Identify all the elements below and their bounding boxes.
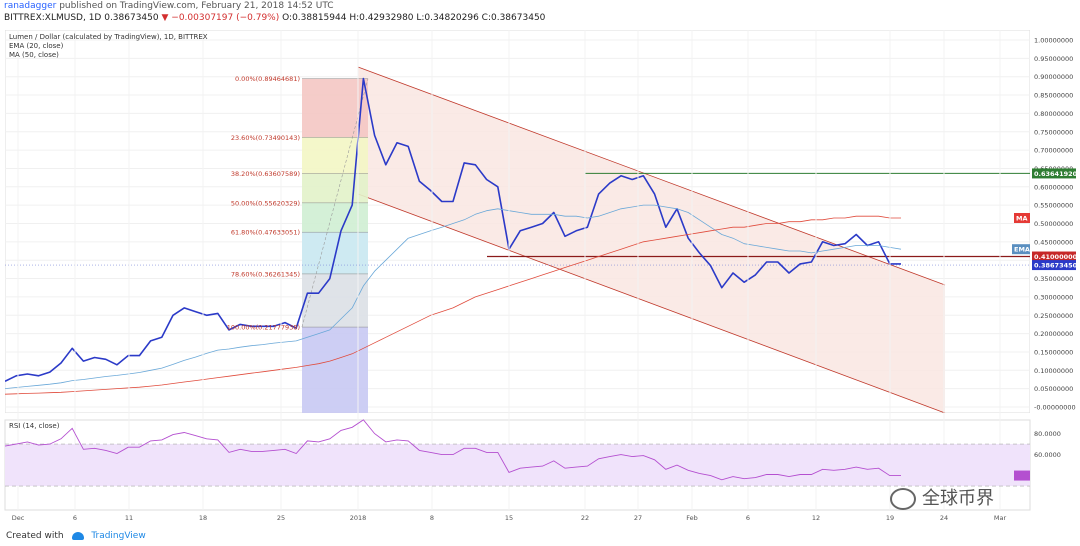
publish-info: published on TradingView.com, February 2… xyxy=(59,1,334,11)
fib-zone xyxy=(302,78,368,138)
author-link[interactable]: ranadagger xyxy=(4,1,57,11)
fib-zone xyxy=(302,273,368,328)
ohlc-line: BITTREX:XLMUSD, 1D 0.38673450 ▼ −0.00307… xyxy=(4,12,1080,24)
support-tag: 0.41000000 xyxy=(1034,253,1078,261)
watermark-text: 全球币界 xyxy=(922,488,994,509)
ema-line xyxy=(5,204,902,389)
channel-lower-line xyxy=(357,193,946,413)
x-tick-label: 6 xyxy=(746,514,750,522)
y-tick-label: 0.15000000 xyxy=(1034,348,1073,356)
y-tick-label: 0.10000000 xyxy=(1034,367,1073,375)
fib-trend-line xyxy=(301,78,369,328)
y-tick-label: 0.50000000 xyxy=(1034,220,1073,228)
y-tick-label: 0.55000000 xyxy=(1034,202,1073,210)
fib-level-label: 50.00%(0.55620329) xyxy=(231,199,300,207)
last-price-tag-bg xyxy=(1032,260,1076,271)
x-tick-label: Feb xyxy=(686,514,698,522)
x-tick-label: Dec xyxy=(12,514,25,522)
x-tick-label: Mar xyxy=(994,514,1007,522)
x-tick-label: 24 xyxy=(940,514,948,522)
x-tick-label: 6 xyxy=(73,514,77,522)
created-with-text: Created with xyxy=(6,531,64,541)
resistance-tag-bg xyxy=(1032,168,1076,179)
ema-tag-bg xyxy=(1012,244,1030,255)
header: ranadagger published on TradingView.com,… xyxy=(0,0,1080,26)
support-tag-bg xyxy=(1032,251,1076,262)
tradingview-link[interactable]: TradingView xyxy=(91,531,146,541)
y-tick-label: 0.80000000 xyxy=(1034,110,1073,118)
rsi-line xyxy=(4,419,901,481)
legend-rsi: RSI (14, close) xyxy=(9,422,60,430)
y-tick-label: 0.90000000 xyxy=(1034,73,1073,81)
fib-level-label: 78.60%(0.36261345) xyxy=(231,270,300,278)
y-tick-label: 0.75000000 xyxy=(1034,128,1073,136)
x-tick-label: 19 xyxy=(886,514,894,522)
x-tick-label: 22 xyxy=(581,514,589,522)
ma-tag: MA xyxy=(1016,214,1028,222)
x-tick-label: 15 xyxy=(505,514,513,522)
ma-tag-bg xyxy=(1014,212,1030,223)
y-tick-label: 0.20000000 xyxy=(1034,330,1073,338)
wechat-icon xyxy=(890,488,916,510)
watermark: 全球币界 xyxy=(890,484,994,510)
y-tick-label: 0.05000000 xyxy=(1034,385,1073,393)
channel-upper-line xyxy=(357,66,946,286)
x-tick-label: 12 xyxy=(812,514,820,522)
legend-ema: EMA (20, close) xyxy=(9,42,64,50)
legend-ma: MA (50, close) xyxy=(9,51,59,59)
y-tick-label: 0.60000000 xyxy=(1034,183,1073,191)
fib-zone xyxy=(302,327,368,413)
x-tick-label: 25 xyxy=(277,514,285,522)
y-tick-label: 0.25000000 xyxy=(1034,312,1073,320)
fib-zone xyxy=(302,173,368,203)
rsi-band xyxy=(5,444,1030,487)
x-tick-label: 27 xyxy=(634,514,642,522)
y-tick-label: 0.70000000 xyxy=(1034,147,1073,155)
y-tick-label: 1.00000000 xyxy=(1034,37,1073,45)
price-change: ▼ −0.00307197 (−0.79%) xyxy=(161,13,280,23)
main-pane xyxy=(5,30,1030,413)
footer: Created with TradingView xyxy=(0,526,1080,546)
rsi-tag xyxy=(1014,470,1030,481)
fib-zone xyxy=(302,202,368,233)
fib-level-label: 23.60%(0.73490143) xyxy=(231,134,300,142)
rsi-y-tick-label: 80.0000 xyxy=(1034,430,1061,438)
ohlc-values: O:0.38815944 H:0.42932980 L:0.34820296 C… xyxy=(282,13,546,23)
ema-tag: EMA xyxy=(1014,246,1030,254)
price-line xyxy=(5,77,901,383)
rsi-y-tick-label: 60.0000 xyxy=(1034,451,1061,459)
channel-fill xyxy=(358,67,945,413)
resistance-tag: 0.63641920 xyxy=(1034,170,1078,178)
fib-level-label: 100.00%(0.21777938) xyxy=(227,324,300,332)
y-tick-label: 0.95000000 xyxy=(1034,55,1073,63)
x-tick-label: 8 xyxy=(430,514,434,522)
x-tick-label: 11 xyxy=(125,514,133,522)
y-tick-label: 0.45000000 xyxy=(1034,238,1073,246)
fib-level-label: 38.20%(0.63607589) xyxy=(231,170,300,178)
y-tick-label: 0.30000000 xyxy=(1034,293,1073,301)
symbol-info: BITTREX:XLMUSD, 1D 0.38673450 xyxy=(4,13,159,23)
y-tick-label: 0.35000000 xyxy=(1034,275,1073,283)
ma-line xyxy=(5,215,901,395)
y-tick-label: -0.00000000 xyxy=(1034,404,1076,412)
x-tick-label: 18 xyxy=(199,514,207,522)
y-tick-label: 0.85000000 xyxy=(1034,92,1073,100)
last-price-tag: 0.38673450 xyxy=(1034,262,1078,270)
tradingview-logo-icon xyxy=(72,531,85,540)
legend-title: Lumen / Dollar (calculated by TradingVie… xyxy=(9,33,208,41)
publish-line: ranadagger published on TradingView.com,… xyxy=(4,0,1080,12)
fib-level-label: 61.80%(0.47633051) xyxy=(231,229,300,237)
fib-level-label: 0.00%(0.89464681) xyxy=(235,75,300,83)
x-tick-label: 2018 xyxy=(350,514,367,522)
price-chart[interactable]: -0.00000000 0.05000000 0.10000000 0.1500000… xyxy=(0,26,1080,526)
